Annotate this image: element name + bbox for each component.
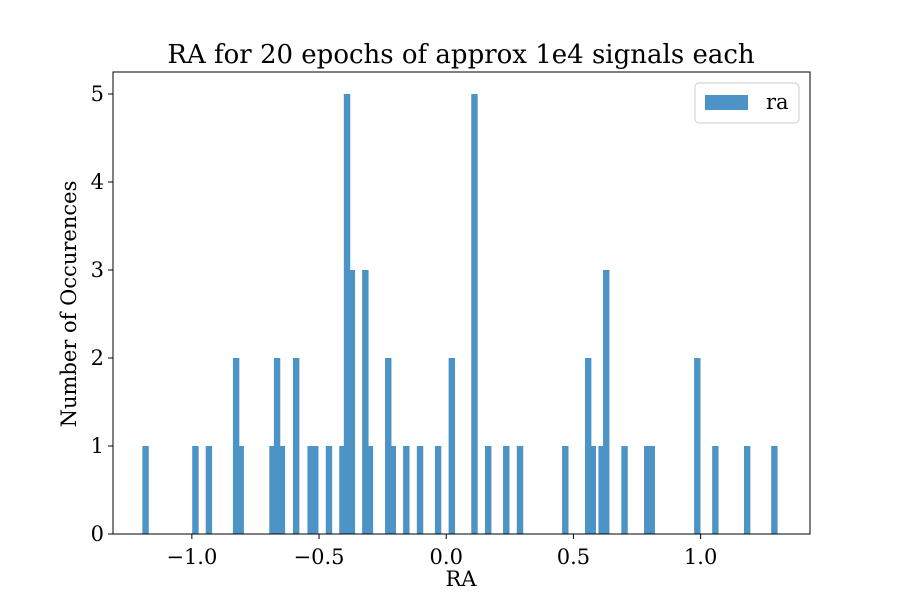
histogram-bar-18: [389, 446, 397, 534]
histogram-bar-14: [348, 270, 356, 534]
x-tick-label-4: 1.0: [684, 545, 717, 569]
y-tick-label-1: 1: [91, 434, 104, 458]
histogram-bar-16: [366, 446, 374, 534]
histogram-bar-38: [771, 446, 778, 534]
x-tick-label-2: 0.0: [430, 545, 463, 569]
histogram-bar-21: [434, 446, 442, 534]
histogram-bar-20: [416, 446, 424, 534]
histogram-bar-1: [192, 446, 199, 534]
histogram-bar-9: [307, 446, 314, 534]
histogram-bars: [142, 94, 778, 534]
chart-title: RA for 20 epochs of approx 1e4 signals e…: [167, 40, 755, 70]
histogram-bar-35: [694, 358, 701, 534]
y-axis-label: Number of Occurences: [57, 181, 81, 428]
histogram-bar-15: [362, 270, 369, 534]
histogram-bar-37: [743, 446, 751, 534]
y-tick-label-0: 0: [91, 522, 104, 546]
histogram-bar-26: [516, 446, 524, 534]
histogram-bar-0: [142, 446, 149, 534]
histogram-bar-12: [339, 446, 346, 534]
histogram-bar-23: [471, 94, 478, 534]
histogram-bar-36: [712, 446, 719, 534]
histogram-bar-7: [278, 446, 286, 534]
histogram-bar-6: [273, 358, 281, 534]
histogram-bar-10: [312, 446, 319, 534]
histogram-bar-24: [485, 446, 492, 534]
histogram-bar-28: [584, 358, 592, 534]
y-tick-label-5: 5: [91, 82, 104, 106]
histogram-bar-33: [643, 446, 651, 534]
legend-label-ra: ra: [766, 90, 789, 114]
x-tick-label-1: −0.5: [294, 545, 345, 569]
histogram-bar-29: [589, 446, 596, 534]
histogram-bar-27: [562, 446, 569, 534]
histogram-bar-5: [269, 446, 276, 534]
histogram-bar-11: [325, 446, 333, 534]
y-tick-label-2: 2: [91, 346, 104, 370]
histogram-bar-17: [385, 358, 392, 534]
x-axis-ticks: −1.0 −0.5 0.0 0.5 1.0: [166, 534, 717, 569]
x-tick-label-3: 0.5: [557, 545, 590, 569]
histogram-bar-2: [205, 446, 213, 534]
x-tick-label-0: −1.0: [166, 545, 217, 569]
histogram-bar-25: [503, 446, 510, 534]
y-tick-label-3: 3: [91, 258, 104, 282]
x-axis-label: RA: [446, 567, 478, 591]
histogram-bar-22: [448, 358, 456, 534]
histogram-bar-3: [232, 358, 240, 534]
legend: ra: [694, 82, 800, 124]
histogram-bar-4: [237, 446, 244, 534]
legend-swatch-ra: [705, 95, 748, 110]
histogram-bar-8: [292, 358, 300, 534]
histogram-bar-13: [343, 94, 351, 534]
histogram-bar-19: [403, 446, 410, 534]
y-tick-label-4: 4: [91, 170, 104, 194]
plot-frame: [112, 71, 811, 535]
histogram-bar-34: [648, 446, 655, 534]
y-axis-ticks: 0 1 2 3 4 5: [91, 82, 113, 546]
histogram-bar-30: [598, 446, 605, 534]
histogram-bar-32: [621, 446, 628, 534]
histogram-bar-31: [603, 270, 610, 534]
